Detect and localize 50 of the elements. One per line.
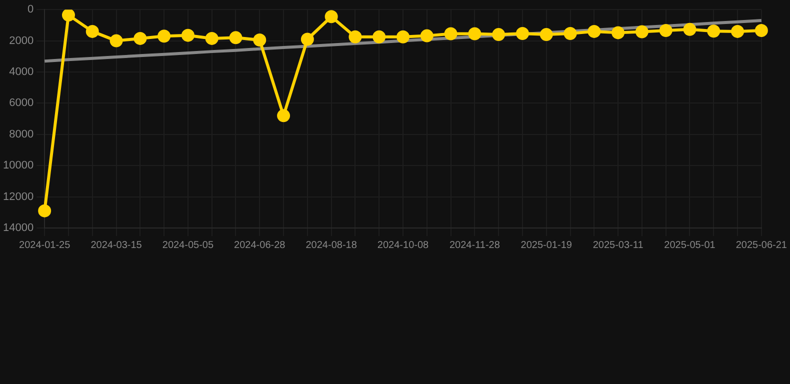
point bbox=[253, 34, 266, 47]
point bbox=[564, 26, 577, 40]
point bbox=[372, 30, 386, 44]
point bbox=[38, 204, 52, 218]
point bbox=[540, 28, 553, 42]
point bbox=[134, 32, 147, 45]
point bbox=[181, 28, 194, 42]
y-tick-label: 0 bbox=[27, 4, 34, 16]
point bbox=[86, 24, 99, 38]
x-tick-label: 2024-03-15 bbox=[90, 240, 142, 251]
y-tick-label: 14000 bbox=[2, 222, 34, 234]
point bbox=[158, 30, 171, 43]
x-tick-label: 2024-05-05 bbox=[162, 240, 214, 251]
point bbox=[300, 32, 314, 46]
point bbox=[444, 27, 458, 40]
x-tick-label: 2025-01-19 bbox=[520, 240, 572, 251]
y-tick-label: 6000 bbox=[9, 97, 34, 110]
point bbox=[110, 34, 123, 48]
x-tick-label: 2024-08-18 bbox=[306, 240, 358, 251]
point bbox=[612, 26, 625, 40]
point bbox=[277, 109, 290, 122]
x-tick-label: 2025-06-21 bbox=[736, 240, 788, 251]
point bbox=[396, 30, 410, 44]
y-tick-label: 12000 bbox=[2, 190, 34, 203]
point bbox=[229, 31, 242, 44]
y-tick-label: 8000 bbox=[9, 128, 34, 140]
point bbox=[683, 22, 696, 36]
point bbox=[468, 27, 482, 40]
point bbox=[516, 26, 529, 40]
point bbox=[205, 32, 218, 45]
point bbox=[492, 28, 506, 42]
point bbox=[635, 25, 648, 38]
point bbox=[420, 29, 434, 42]
point bbox=[348, 30, 362, 44]
point bbox=[62, 10, 75, 22]
y-tick-label: 4000 bbox=[9, 66, 34, 78]
x-tick-label: 2025-05-01 bbox=[664, 240, 716, 251]
x-tick-label: 2024-01-25 bbox=[19, 240, 71, 251]
point bbox=[707, 24, 720, 38]
point bbox=[754, 24, 768, 38]
x-tick-label: 2024-11-28 bbox=[449, 240, 500, 251]
y-tick-label: 10000 bbox=[2, 160, 34, 172]
point bbox=[659, 24, 672, 38]
y-tick-label: 2000 bbox=[9, 34, 34, 47]
point bbox=[731, 24, 744, 38]
point bbox=[588, 24, 601, 38]
point bbox=[324, 10, 338, 24]
x-tick-label: 2024-06-28 bbox=[234, 240, 286, 251]
x-tick-label: 2025-03-11 bbox=[592, 240, 644, 251]
x-tick-label: 2024-10-08 bbox=[377, 240, 430, 251]
